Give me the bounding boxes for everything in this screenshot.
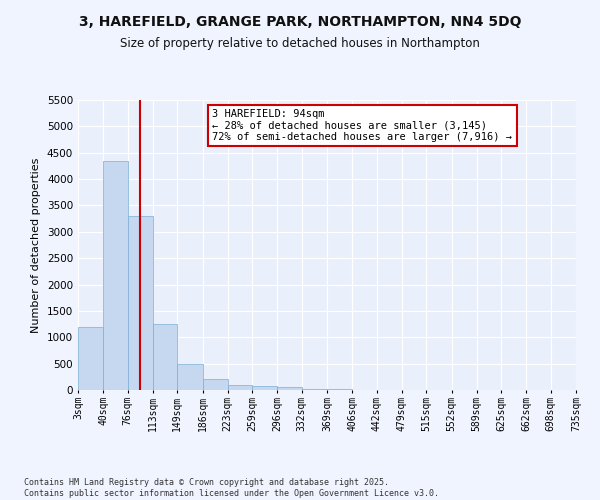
Bar: [103, 160, 128, 390]
Bar: [78, 326, 103, 390]
Y-axis label: Number of detached properties: Number of detached properties: [31, 158, 41, 332]
Bar: [227, 384, 252, 390]
Bar: [153, 324, 178, 390]
Bar: [277, 388, 302, 390]
Bar: [252, 386, 277, 390]
Text: 3 HAREFIELD: 94sqm
← 28% of detached houses are smaller (3,145)
72% of semi-deta: 3 HAREFIELD: 94sqm ← 28% of detached hou…: [212, 108, 512, 142]
Bar: [203, 380, 227, 390]
Text: Size of property relative to detached houses in Northampton: Size of property relative to detached ho…: [120, 38, 480, 51]
Text: 3, HAREFIELD, GRANGE PARK, NORTHAMPTON, NN4 5DQ: 3, HAREFIELD, GRANGE PARK, NORTHAMPTON, …: [79, 15, 521, 29]
Bar: [128, 216, 153, 390]
Bar: [178, 364, 203, 390]
Text: Contains HM Land Registry data © Crown copyright and database right 2025.
Contai: Contains HM Land Registry data © Crown c…: [24, 478, 439, 498]
